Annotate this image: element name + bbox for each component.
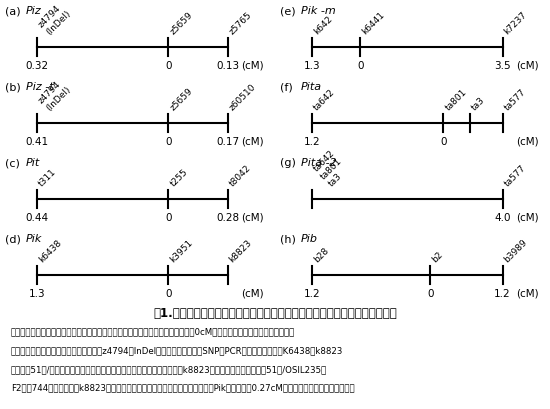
Text: Piz: Piz — [26, 6, 42, 16]
Text: は、関東51号/コシヒカリの集団を用いて作出したマーカーである。尚、k8823のマーカー位置は、関東51号/OSIL235の: は、関東51号/コシヒカリの集団を用いて作出したマーカーである。尚、k8823の… — [11, 365, 327, 374]
Text: ta3: ta3 — [470, 96, 487, 112]
Text: ta577: ta577 — [503, 88, 527, 112]
Text: (cM): (cM) — [241, 61, 263, 71]
Text: Pik -m: Pik -m — [301, 6, 336, 16]
Text: 1.3: 1.3 — [29, 289, 45, 299]
Text: (a): (a) — [5, 6, 24, 16]
Text: 0.41: 0.41 — [25, 137, 48, 147]
Text: 性邁伝子からの道選距離を示している。z4794はInDelマーカー、その他はSNP別PCRマーカーである。K6438、k8823: 性邁伝子からの道選距離を示している。z4794はInDelマーカー、その他はSN… — [11, 346, 343, 355]
Text: 0: 0 — [358, 61, 364, 71]
Text: k6441: k6441 — [360, 10, 387, 36]
Text: 図1.各イネいもち病真性抗抗性邁伝子に対して設定したマーカーの位置関係: 図1.各イネいもち病真性抗抗性邁伝子に対して設定したマーカーの位置関係 — [153, 307, 397, 320]
Text: (cM): (cM) — [241, 137, 263, 147]
Text: (cM): (cM) — [516, 61, 538, 71]
Text: F2集団744個体を用いてk8823の近傈に作出したマーカーの連鎖解析を行い、Pik邁伝子から0.27cM離れていることを確認している: F2集団744個体を用いてk8823の近傈に作出したマーカーの連鎖解析を行い、P… — [11, 384, 355, 393]
Text: (cM): (cM) — [241, 213, 263, 223]
Text: k642: k642 — [312, 14, 334, 36]
Text: (e): (e) — [280, 6, 299, 16]
Text: (cM): (cM) — [516, 289, 538, 299]
Text: t8042: t8042 — [228, 164, 252, 189]
Text: (f): (f) — [280, 82, 296, 92]
Text: 1.2: 1.2 — [304, 137, 320, 147]
Text: z60510: z60510 — [228, 83, 257, 112]
Text: 0.44: 0.44 — [25, 213, 48, 223]
Text: 1.2: 1.2 — [304, 289, 320, 299]
Text: b3989: b3989 — [503, 238, 529, 265]
Text: ta642: ta642 — [312, 88, 337, 112]
Text: (b): (b) — [5, 82, 24, 92]
Text: 0.32: 0.32 — [25, 61, 48, 71]
Text: 0: 0 — [165, 289, 172, 299]
Text: b2: b2 — [430, 250, 444, 265]
Text: Pit: Pit — [26, 158, 41, 168]
Text: Pita: Pita — [301, 82, 322, 92]
Text: 3.5: 3.5 — [494, 61, 511, 71]
Text: 1.3: 1.3 — [304, 61, 320, 71]
Text: (g): (g) — [280, 158, 299, 168]
Text: 0: 0 — [165, 137, 172, 147]
Text: 右側が長腐テロメア側、左側が短腐テロメア側を示す。下線を付けたマーカーは0cM、両側のマーカーについては真性抗: 右側が長腐テロメア側、左側が短腐テロメア側を示す。下線を付けたマーカーは0cM、… — [11, 327, 295, 336]
Text: 0: 0 — [165, 213, 172, 223]
Text: t255: t255 — [168, 167, 189, 189]
Text: k8823: k8823 — [228, 238, 254, 265]
Text: (cM): (cM) — [241, 289, 263, 299]
Text: z4794
(InDel): z4794 (InDel) — [37, 1, 72, 36]
Text: 0.13: 0.13 — [216, 61, 239, 71]
Text: ta642
ta801
ta3: ta642 ta801 ta3 — [312, 149, 351, 189]
Text: (c): (c) — [5, 158, 23, 168]
Text: t311: t311 — [37, 167, 58, 189]
Text: z5659: z5659 — [168, 11, 194, 36]
Text: 0: 0 — [440, 137, 447, 147]
Text: k7237: k7237 — [503, 10, 529, 36]
Text: 1.2: 1.2 — [494, 289, 511, 299]
Text: ta577: ta577 — [503, 164, 527, 189]
Text: 0.17: 0.17 — [216, 137, 239, 147]
Text: ta801: ta801 — [443, 88, 469, 112]
Text: 0: 0 — [165, 61, 172, 71]
Text: (d): (d) — [5, 234, 24, 244]
Text: z5659: z5659 — [168, 86, 194, 112]
Text: 0.28: 0.28 — [216, 213, 239, 223]
Text: Pita -2: Pita -2 — [301, 158, 337, 168]
Text: z5765: z5765 — [228, 11, 254, 36]
Text: z4794
(InDel): z4794 (InDel) — [37, 77, 72, 112]
Text: k6438: k6438 — [37, 238, 63, 265]
Text: Pib: Pib — [301, 234, 318, 244]
Text: Piz -t: Piz -t — [26, 82, 54, 92]
Text: (cM): (cM) — [516, 137, 538, 147]
Text: 0: 0 — [427, 289, 433, 299]
Text: b28: b28 — [312, 246, 330, 265]
Text: 4.0: 4.0 — [494, 213, 511, 223]
Text: Pik: Pik — [26, 234, 42, 244]
Text: (h): (h) — [280, 234, 299, 244]
Text: (cM): (cM) — [516, 213, 538, 223]
Text: k3951: k3951 — [168, 238, 195, 265]
